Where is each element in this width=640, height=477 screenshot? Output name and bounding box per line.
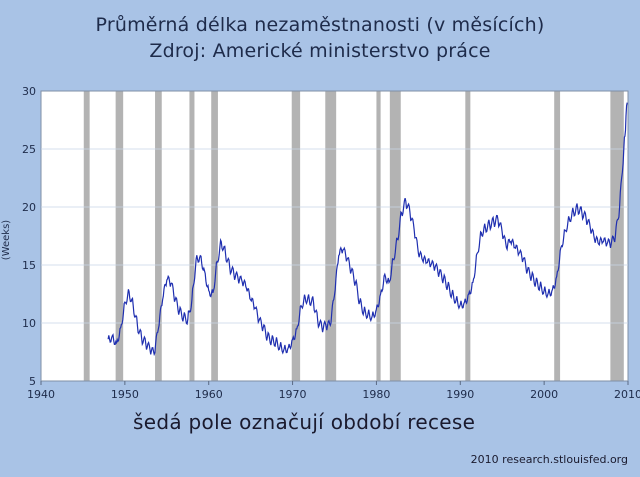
recession-band xyxy=(83,91,90,381)
y-tick-label: 15 xyxy=(22,259,36,272)
chart-subtitle: Zdroj: Americké ministerstvo práce xyxy=(149,40,491,62)
x-tick-label: 1990 xyxy=(446,388,474,401)
x-axis: 1940 1950 1960 1970 1980 1990 2000 2010 xyxy=(27,381,640,401)
y-tick-label: 25 xyxy=(22,143,36,156)
recession-bands xyxy=(83,91,624,381)
y-tick-label: 10 xyxy=(22,317,36,330)
recession-band xyxy=(291,91,301,381)
recession-band xyxy=(325,91,337,381)
recession-band xyxy=(610,91,624,381)
recession-caption: šedá pole označují období recese xyxy=(133,410,476,434)
source-credit: 2010 research.stlouisfed.org xyxy=(470,453,628,466)
recession-band xyxy=(389,91,401,381)
y-tick-label: 30 xyxy=(22,85,36,98)
x-tick-label: 1960 xyxy=(195,388,223,401)
x-tick-label: 1970 xyxy=(279,388,307,401)
recession-band xyxy=(554,91,561,381)
y-axis-label: (Weeks) xyxy=(1,220,12,261)
x-tick-label: 1980 xyxy=(362,388,390,401)
y-axis: 5 10 15 20 25 30 xyxy=(22,85,36,388)
recession-band xyxy=(465,91,471,381)
x-tick-label: 2000 xyxy=(530,388,558,401)
recession-band xyxy=(189,91,195,381)
y-tick-label: 20 xyxy=(22,201,36,214)
recession-band xyxy=(115,91,124,381)
chart-title: Průměrná délka nezaměstnanosti (v měsící… xyxy=(95,14,545,36)
gridlines xyxy=(41,148,628,324)
x-tick-label: 1950 xyxy=(111,388,139,401)
y-tick-label: 5 xyxy=(29,375,36,388)
x-tick-label: 1940 xyxy=(27,388,55,401)
series-line xyxy=(107,102,628,357)
recession-band xyxy=(211,91,218,381)
x-tick-label: 2010 xyxy=(614,388,640,401)
recession-band xyxy=(155,91,162,381)
recession-band xyxy=(376,91,381,381)
